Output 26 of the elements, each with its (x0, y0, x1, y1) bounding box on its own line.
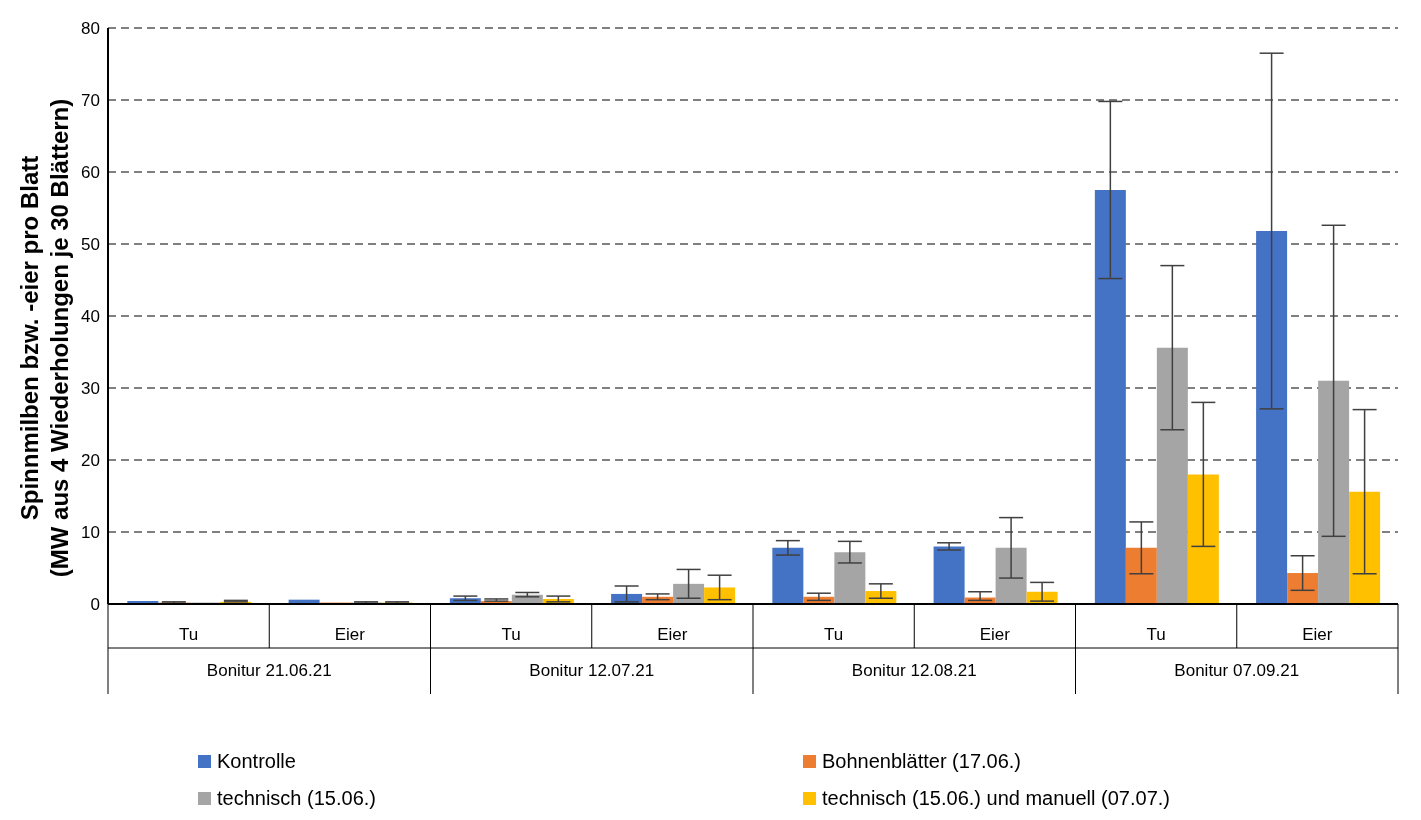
y-tick-label: 80 (81, 19, 100, 39)
x-tick-label: Eier (979, 625, 1011, 645)
text: Bonitur 12.08.21 (851, 661, 977, 680)
y-tick-label: 60 (81, 163, 100, 183)
legend-label: technisch (15.06.) (217, 787, 376, 810)
legend-label: technisch (15.06.) und manuell (07.07.) (822, 787, 1170, 810)
y-tick-label: 50 (81, 235, 100, 255)
y-tick-label: 10 (81, 523, 100, 543)
y-tick-label: 0 (90, 595, 100, 615)
y-axis-title: Spinnmilben bzw. -eier pro Blatt (MW aus 4 Wiederholungen je 30 Blättern) (16, 98, 73, 578)
y-tick-label: 40 (81, 307, 100, 327)
legend-label: Bohnenblätter (17.06.) (822, 750, 1022, 773)
text: Bonitur 21.06.21 (206, 661, 332, 680)
x-tick-label: Tu (501, 625, 521, 645)
y-tick-label: 30 (81, 379, 100, 399)
x-tick-label: Tu (179, 625, 199, 645)
x-tick-label: Eier (1302, 625, 1333, 645)
x-tick-label: Eier (657, 625, 688, 645)
y-tick-label: 20 (81, 451, 100, 471)
legend-label: Kontrolle (217, 750, 296, 773)
x-tick-label: Eier (334, 625, 366, 645)
x-tick-label: Tu (824, 625, 844, 645)
x-tick-label: Tu (1146, 625, 1166, 645)
text: Bonitur 12.07.21 (529, 661, 655, 680)
text: Bonitur 07.09.21 (1174, 661, 1300, 680)
y-tick-label: 70 (81, 91, 100, 111)
